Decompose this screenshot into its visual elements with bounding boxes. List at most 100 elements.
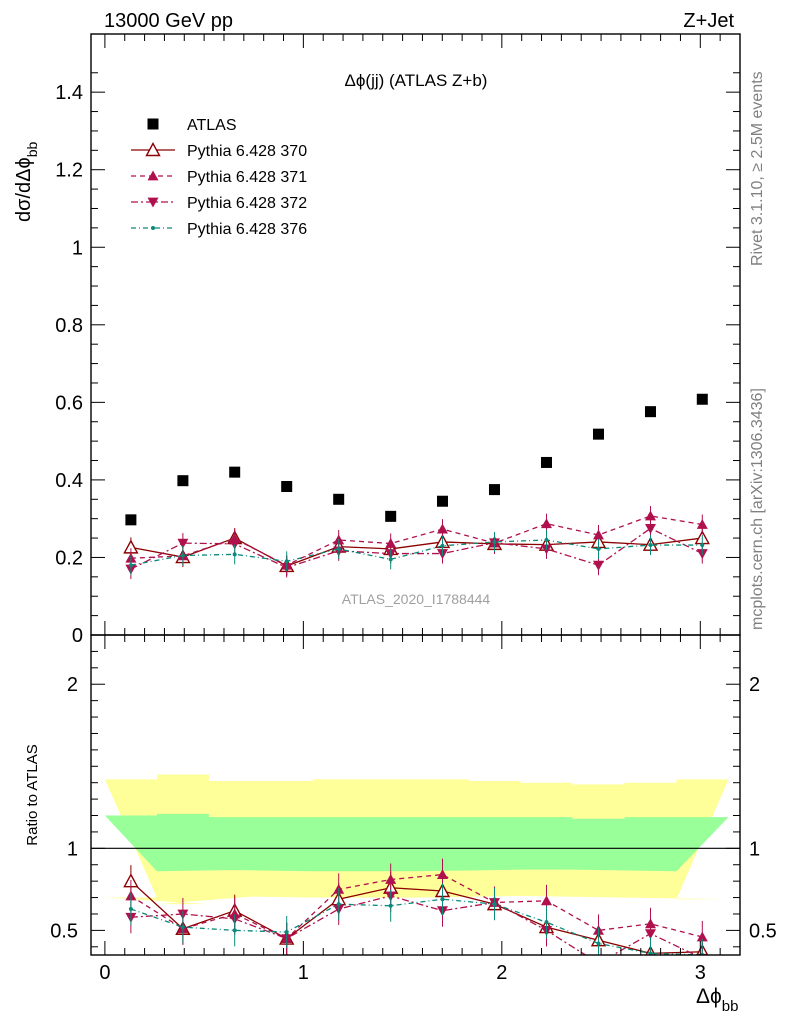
ratio-y-axis-label: Ratio to ATLAS [24,744,41,845]
ratio-frame [90,634,741,956]
ratio-series-marker [180,925,185,930]
main-data-layer [123,393,710,580]
x-axis-label: Δϕbb [696,985,738,1015]
x-tick-label: 3 [695,962,706,984]
legend-label: Pythia 6.428 371 [187,169,307,186]
main-y-tick-label: 0.6 [55,392,83,414]
legend-marker [147,170,159,181]
legend: ATLAS Pythia 6.428 370 Pythia 6.428 371 Pyt… [131,117,307,238]
main-series-marker [385,537,397,548]
main-series-line [130,537,703,567]
main-y-tick-label: 0.4 [55,470,83,492]
main-series-marker [644,523,656,534]
main-series-marker [696,518,708,529]
ratio-data-layer [91,774,740,969]
main-series-marker [388,557,393,562]
main-y-tick-label: 0.2 [55,547,83,569]
atlas-data-point [125,514,137,526]
main-series-line [130,527,703,570]
ratio-y-tick-label: 1 [67,838,78,860]
atlas-data-point [177,475,189,487]
atlas-data-point [644,406,656,418]
ratio-y-tick-label-right: 2 [749,674,760,696]
main-series-marker [596,546,601,551]
main-series-line [130,539,703,566]
main-y-axis-label: dσ/dΔϕbb [13,141,40,222]
ratio-series-marker [128,907,133,912]
atlas-data-point [540,456,552,468]
ratio-y-tick-label: 0.5 [50,920,78,942]
svg-text:Δϕbb: Δϕbb [696,985,738,1015]
analysis-id: ATLAS_2020_I1788444 [342,591,491,607]
x-label-sub: bb [722,998,739,1015]
main-y-tick-label: 1.2 [55,160,83,182]
main-axes: 0 0.2 0.4 0.6 0.8 1 1.2 1.4 [55,34,740,647]
uncertainty-band-1sigma [104,813,729,872]
ratio-panel: 0.5 0.5 1 1 2 2 0 1 2 3 Ratio to ATLAS Δϕbb [24,634,777,1015]
ratio-series-marker [385,874,397,884]
legend-label: ATLAS [187,117,237,134]
main-y-tick-label: 1.4 [55,82,83,104]
atlas-data-point [385,510,397,522]
ratio-series-marker [336,902,341,907]
legend-label: Pythia 6.428 376 [187,221,307,238]
ratio-y-tick-label-right: 1 [749,838,760,860]
ratio-series-marker [284,930,289,935]
atlas-data-point [592,428,604,440]
atlas-data-point [333,493,345,505]
main-series-line [130,515,703,566]
main-y-tick-label: 0 [72,625,83,647]
ratio-axes: 0.5 0.5 1 1 2 2 0 1 2 3 [50,635,777,984]
atlas-data-point [488,484,500,496]
ratio-y-tick-label: 2 [67,674,78,696]
ratio-series-marker [492,902,497,907]
main-series-marker [492,539,497,544]
ratio-series-marker [696,931,708,942]
ratio-series-marker [593,959,604,969]
main-series-marker [440,543,445,548]
svg-text:dσ/dΔϕbb: dσ/dΔϕbb [13,141,40,222]
main-series-marker [336,546,341,551]
mcplots-url-text: mcplots.cern.ch [arXiv:1306.3436] [749,388,766,630]
ratio-series-marker [440,897,445,902]
ratio-series-marker [232,928,237,933]
x-label-main: Δϕ [696,985,722,1008]
main-series-marker [544,538,549,543]
main-series-marker [180,553,185,558]
legend-marker [145,142,161,157]
main-y-tick-label: 1 [72,237,83,259]
main-series-marker [128,563,133,568]
main-series-marker [177,538,189,549]
ratio-series-line [130,895,697,955]
ratio-series-marker [596,941,601,946]
ratio-y-tick-label-right: 0.5 [749,920,777,942]
main-series-marker [592,560,604,571]
main-series-marker [644,510,656,521]
main-series-marker [592,529,604,540]
rivet-version-text: Rivet 3.1.10, ≥ 2.5M events [749,71,766,266]
legend-marker [147,118,159,130]
atlas-data-point [281,480,293,492]
ratio-series-line [130,880,703,955]
y-label-main: dσ/dΔϕ [13,157,35,222]
legend-marker [151,226,155,230]
legend-label: Pythia 6.428 370 [187,143,307,160]
x-tick-label: 2 [496,962,507,984]
header-right: Z+Jet [683,10,734,32]
main-y-tick-label: 0.8 [55,315,83,337]
y-label-sub: bb [24,141,40,157]
legend-marker [147,197,159,208]
main-series-marker [540,518,552,529]
main-series-marker [232,552,237,557]
main-series-marker [436,523,448,534]
atlas-data-point [696,393,708,405]
atlas-data-point [436,495,448,507]
main-series-marker [700,543,705,548]
ratio-series-marker [544,920,549,925]
ratio-series-marker [648,951,653,955]
ratio-series-marker [644,929,656,940]
legend-label: Pythia 6.428 372 [187,195,307,212]
ratio-series-line [130,898,703,955]
x-tick-label: 1 [298,962,309,984]
